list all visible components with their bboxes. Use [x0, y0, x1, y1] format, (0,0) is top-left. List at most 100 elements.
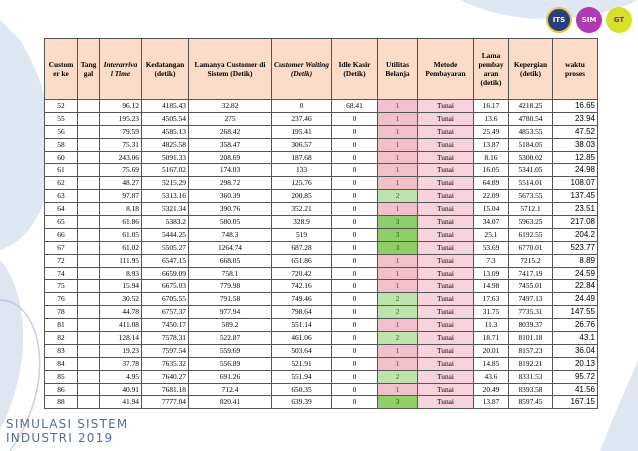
cell-utilitas: 1 — [377, 176, 418, 191]
cell-lama-pembayaran: 20.01 — [473, 343, 509, 358]
cell-lama-pembayaran: 53.69 — [473, 240, 509, 255]
cell-waiting: 551.94 — [271, 369, 332, 384]
cell-kepergian: 7417.19 — [508, 266, 553, 281]
cell-lama-pembayaran: 17.63 — [473, 292, 509, 307]
cell-customer: 76 — [44, 292, 78, 307]
cell-customer: 75 — [44, 279, 78, 294]
cell-waiting: 650.35 — [271, 382, 332, 397]
col-interarrival: Interarriva l Time — [99, 38, 142, 100]
cell-lama-pembayaran: 16.17 — [473, 99, 509, 113]
cell-idle: 0 — [331, 163, 378, 178]
team-logo-icon: GT — [606, 7, 632, 33]
cell-idle: 0 — [331, 176, 378, 191]
table-row: 75 15.94 6675.03 779.98 742.16 0 1 Tunai 14.98 74… — [44, 279, 598, 294]
col-lama-pembayaran: Lama pembay aran (detik) — [473, 38, 509, 100]
table-row: 85 4.95 7640.27 691.26 551.94 0 2 Tunai 43.6 8331… — [44, 369, 598, 384]
table-row: 60 243.06 5091.33 208.69 187.68 0 1 Tunai 8.16 53… — [44, 150, 598, 165]
cell-interarrival: 111.95 — [99, 253, 142, 268]
cell-kedatangan: 5215.29 — [141, 176, 189, 191]
cell-waiting: 720.42 — [271, 266, 332, 281]
cell-idle: 0 — [331, 189, 378, 204]
col-tanggal: Tang gal — [77, 38, 100, 100]
cell-metode: Tunai — [417, 124, 474, 139]
cell-tanggal — [77, 163, 100, 178]
cell-kepergian: 5963.25 — [508, 215, 553, 229]
cell-kedatangan: 7777.04 — [141, 395, 189, 410]
cell-metode: Tunai — [417, 176, 474, 191]
cell-utilitas: 1 — [377, 111, 418, 126]
cell-customer: 82 — [44, 331, 78, 345]
lab-logo-icon: SIM — [576, 7, 602, 33]
cell-interarrival: 61.05 — [99, 227, 142, 242]
cell-utilitas: 2 — [377, 369, 418, 384]
table-row: 55 195.23 4505.54 275 237.46 0 1 Tunai 13.6 4780.… — [44, 111, 598, 126]
cell-waktu-proses: 137.45 — [552, 189, 598, 204]
cell-idle: 0 — [331, 279, 378, 294]
cell-lama-pembayaran: 13.09 — [473, 266, 509, 281]
cell-interarrival: 30.52 — [99, 292, 142, 307]
table-row: 72 111.95 6547.15 668.05 651.86 0 1 Tunai 7.3 721… — [44, 253, 598, 268]
cell-lama-customer: 275 — [188, 111, 272, 126]
cell-waiting: 200.85 — [271, 189, 332, 204]
cell-lama-pembayaran: 16.05 — [473, 163, 509, 178]
cell-lama-customer: 298.72 — [188, 176, 272, 191]
cell-customer: 62 — [44, 176, 78, 191]
cell-kepergian: 7215.2 — [508, 253, 553, 268]
col-customer-ke: Custom er ke — [44, 38, 78, 100]
cell-utilitas: 1 — [377, 318, 418, 333]
cell-waiting: 742.16 — [271, 279, 332, 294]
cell-metode: Tunai — [417, 240, 474, 255]
cell-kepergian: 4853.55 — [508, 124, 553, 139]
cell-waiting: 187.68 — [271, 150, 332, 165]
table-row: 63 97.87 5313.16 360.39 200.85 0 2 Tunai 22.09 56… — [44, 189, 598, 204]
cell-waktu-proses: 20.13 — [552, 356, 598, 371]
cell-idle: 0 — [331, 137, 378, 152]
cell-customer: 78 — [44, 305, 78, 320]
cell-interarrival: 19.23 — [99, 343, 142, 358]
cell-lama-customer: 712.4 — [188, 382, 272, 397]
cell-metode: Tunai — [417, 318, 474, 333]
cell-kedatangan: 5444.25 — [141, 227, 189, 242]
cell-tanggal — [77, 279, 100, 294]
cell-waktu-proses: 24.98 — [552, 163, 598, 178]
cell-waktu-proses: 43.1 — [552, 331, 598, 345]
cell-lama-pembayaran: 34.07 — [473, 215, 509, 229]
cell-lama-pembayaran: 14.85 — [473, 356, 509, 371]
cell-waktu-proses: 8.89 — [552, 253, 598, 268]
cell-lama-customer: 360.39 — [188, 189, 272, 204]
cell-kedatangan: 7681.18 — [141, 382, 189, 397]
cell-lama-customer: 668.05 — [188, 253, 272, 268]
cell-lama-customer: 1264.74 — [188, 240, 272, 255]
cell-utilitas: 1 — [377, 343, 418, 358]
cell-kepergian: 8101.18 — [508, 331, 553, 345]
cell-lama-pembayaran: 8.16 — [473, 150, 509, 165]
cell-tanggal — [77, 356, 100, 371]
cell-waiting: 687.28 — [271, 240, 332, 255]
cell-interarrival: 195.23 — [99, 111, 142, 126]
cell-waktu-proses: 23.51 — [552, 202, 598, 217]
cell-utilitas: 1 — [377, 266, 418, 281]
cell-customer: 67 — [44, 240, 78, 255]
cell-lama-pembayaran: 18.71 — [473, 331, 509, 345]
cell-waiting: 195.41 — [271, 124, 332, 139]
cell-kedatangan: 6675.03 — [141, 279, 189, 294]
cell-waiting: 651.86 — [271, 253, 332, 268]
cell-metode: Tunai — [417, 227, 474, 242]
cell-kedatangan: 5091.33 — [141, 150, 189, 165]
cell-utilitas: 1 — [377, 253, 418, 268]
cell-lama-customer: 174.03 — [188, 163, 272, 178]
table-row: 74 8.93 6659.09 758.1 720.42 0 1 Tunai 13.09 7417… — [44, 266, 598, 281]
cell-lama-pembayaran: 25.1 — [473, 227, 509, 242]
cell-metode: Tunai — [417, 189, 474, 204]
cell-interarrival: 15.94 — [99, 279, 142, 294]
table-row: 61 75.69 5167.02 174.03 133 0 1 Tunai 16.05 5341.… — [44, 163, 598, 178]
cell-metode: Tunai — [417, 99, 474, 113]
cell-lama-customer: 748.3 — [188, 227, 272, 242]
cell-utilitas: 2 — [377, 189, 418, 204]
cell-idle: 0 — [331, 202, 378, 217]
cell-customer: 56 — [44, 124, 78, 139]
cell-utilitas: 1 — [377, 124, 418, 139]
cell-lama-customer: 691.26 — [188, 369, 272, 384]
cell-waktu-proses: 22.84 — [552, 279, 598, 294]
cell-kedatangan: 5167.02 — [141, 163, 189, 178]
